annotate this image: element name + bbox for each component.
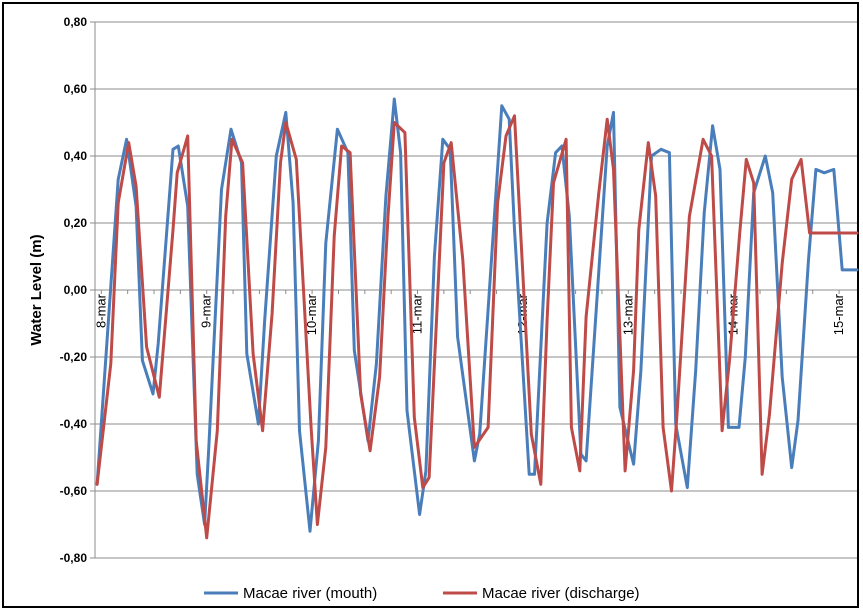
series-line-mouth — [95, 97, 859, 533]
y-tick-label: 0,60 — [64, 82, 88, 96]
x-tick-label: 8-mar — [93, 293, 108, 328]
x-tick-label: 9-mar — [199, 293, 214, 328]
y-tick-label: -0,40 — [60, 417, 88, 431]
y-axis-ticks: 0,80 0,60 0,40 0,20 0,00 -0,20 -0,40 -0,60 -0,80 — [60, 15, 95, 565]
axes — [94, 22, 857, 558]
y-tick-label: 0,00 — [64, 283, 88, 297]
x-tick-label: 10-mar — [304, 293, 319, 335]
y-tick-label: 0,40 — [64, 149, 88, 163]
x-tick-label: 13-mar — [620, 293, 635, 335]
series-lines — [95, 97, 859, 540]
y-tick-label: -0,60 — [60, 484, 88, 498]
y-tick-label: -0,20 — [60, 350, 88, 364]
y-axis-label: Water Level (m) — [28, 234, 45, 345]
legend: Macae river (mouth) Macae river (dischar… — [204, 585, 640, 602]
series-line-discharge — [95, 114, 859, 540]
y-tick-label: 0,80 — [64, 15, 88, 29]
legend-label-discharge: Macae river (discharge) — [482, 585, 640, 602]
x-tick-label: 12-mar — [515, 293, 530, 335]
y-tick-label: -0,80 — [60, 551, 88, 565]
legend-label-mouth: Macae river (mouth) — [243, 585, 377, 602]
x-tick-label: 11-mar — [410, 293, 425, 334]
y-tick-label: 0,20 — [64, 216, 88, 230]
x-tick-label: 15-mar — [831, 293, 846, 335]
